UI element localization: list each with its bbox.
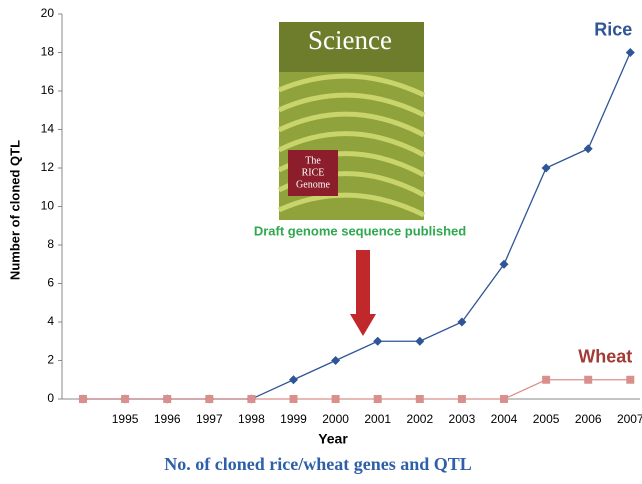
y-tick-label: 16 xyxy=(41,83,55,97)
y-tick-label: 0 xyxy=(47,391,54,405)
y-tick-label: 2 xyxy=(47,353,54,367)
marker xyxy=(121,395,129,403)
marker xyxy=(626,48,635,57)
x-tick-label: 1996 xyxy=(154,412,181,426)
x-tick-label: 2002 xyxy=(406,412,433,426)
y-tick-label: 10 xyxy=(41,199,55,213)
x-tick-label: 2004 xyxy=(491,412,518,426)
y-tick-label: 14 xyxy=(41,122,55,136)
x-tick-label: 2003 xyxy=(449,412,476,426)
marker xyxy=(457,318,466,327)
marker xyxy=(542,376,550,384)
marker xyxy=(500,395,508,403)
marker xyxy=(247,395,255,403)
marker xyxy=(584,144,593,153)
x-tick-label: 1997 xyxy=(196,412,223,426)
y-tick-label: 8 xyxy=(47,237,54,251)
cover-caption: The xyxy=(305,155,321,166)
marker xyxy=(542,164,551,173)
marker xyxy=(416,395,424,403)
marker xyxy=(458,395,466,403)
marker xyxy=(500,260,509,269)
marker xyxy=(373,337,382,346)
x-tick-label: 1995 xyxy=(112,412,139,426)
marker xyxy=(331,356,340,365)
caption: No. of cloned rice/wheat genes and QTL xyxy=(164,454,472,474)
marker xyxy=(374,395,382,403)
y-tick-label: 12 xyxy=(41,160,55,174)
marker xyxy=(626,376,634,384)
x-tick-label: 2005 xyxy=(533,412,560,426)
y-axis-label: Number of cloned QTL xyxy=(7,140,22,280)
series-label: Wheat xyxy=(578,347,632,367)
arrow xyxy=(350,250,376,336)
x-tick-label: 1999 xyxy=(280,412,307,426)
marker xyxy=(79,395,87,403)
y-tick-label: 18 xyxy=(41,45,55,59)
cover-caption: Genome xyxy=(296,179,330,190)
x-axis-label: Year xyxy=(318,431,348,447)
marker xyxy=(415,337,424,346)
marker xyxy=(163,395,171,403)
marker xyxy=(332,395,340,403)
marker xyxy=(584,376,592,384)
series-label: Rice xyxy=(594,19,632,39)
marker xyxy=(290,395,298,403)
x-tick-label: 2000 xyxy=(322,412,349,426)
chart: Science The RICE Genome Draft genome seq… xyxy=(0,0,642,484)
annotation: Draft genome sequence published xyxy=(254,223,466,238)
x-tick-label: 2007 xyxy=(617,412,642,426)
cover-title: Science xyxy=(308,25,392,55)
marker xyxy=(289,375,298,384)
x-tick-label: 1998 xyxy=(238,412,265,426)
cover-image: Science The RICE Genome xyxy=(279,22,424,220)
y-tick-label: 20 xyxy=(41,6,55,20)
x-tick-label: 2006 xyxy=(575,412,602,426)
x-tick-label: 2001 xyxy=(364,412,391,426)
cover-caption: RICE xyxy=(302,167,325,178)
y-tick-label: 6 xyxy=(47,276,54,290)
y-tick-label: 4 xyxy=(47,314,54,328)
marker xyxy=(205,395,213,403)
